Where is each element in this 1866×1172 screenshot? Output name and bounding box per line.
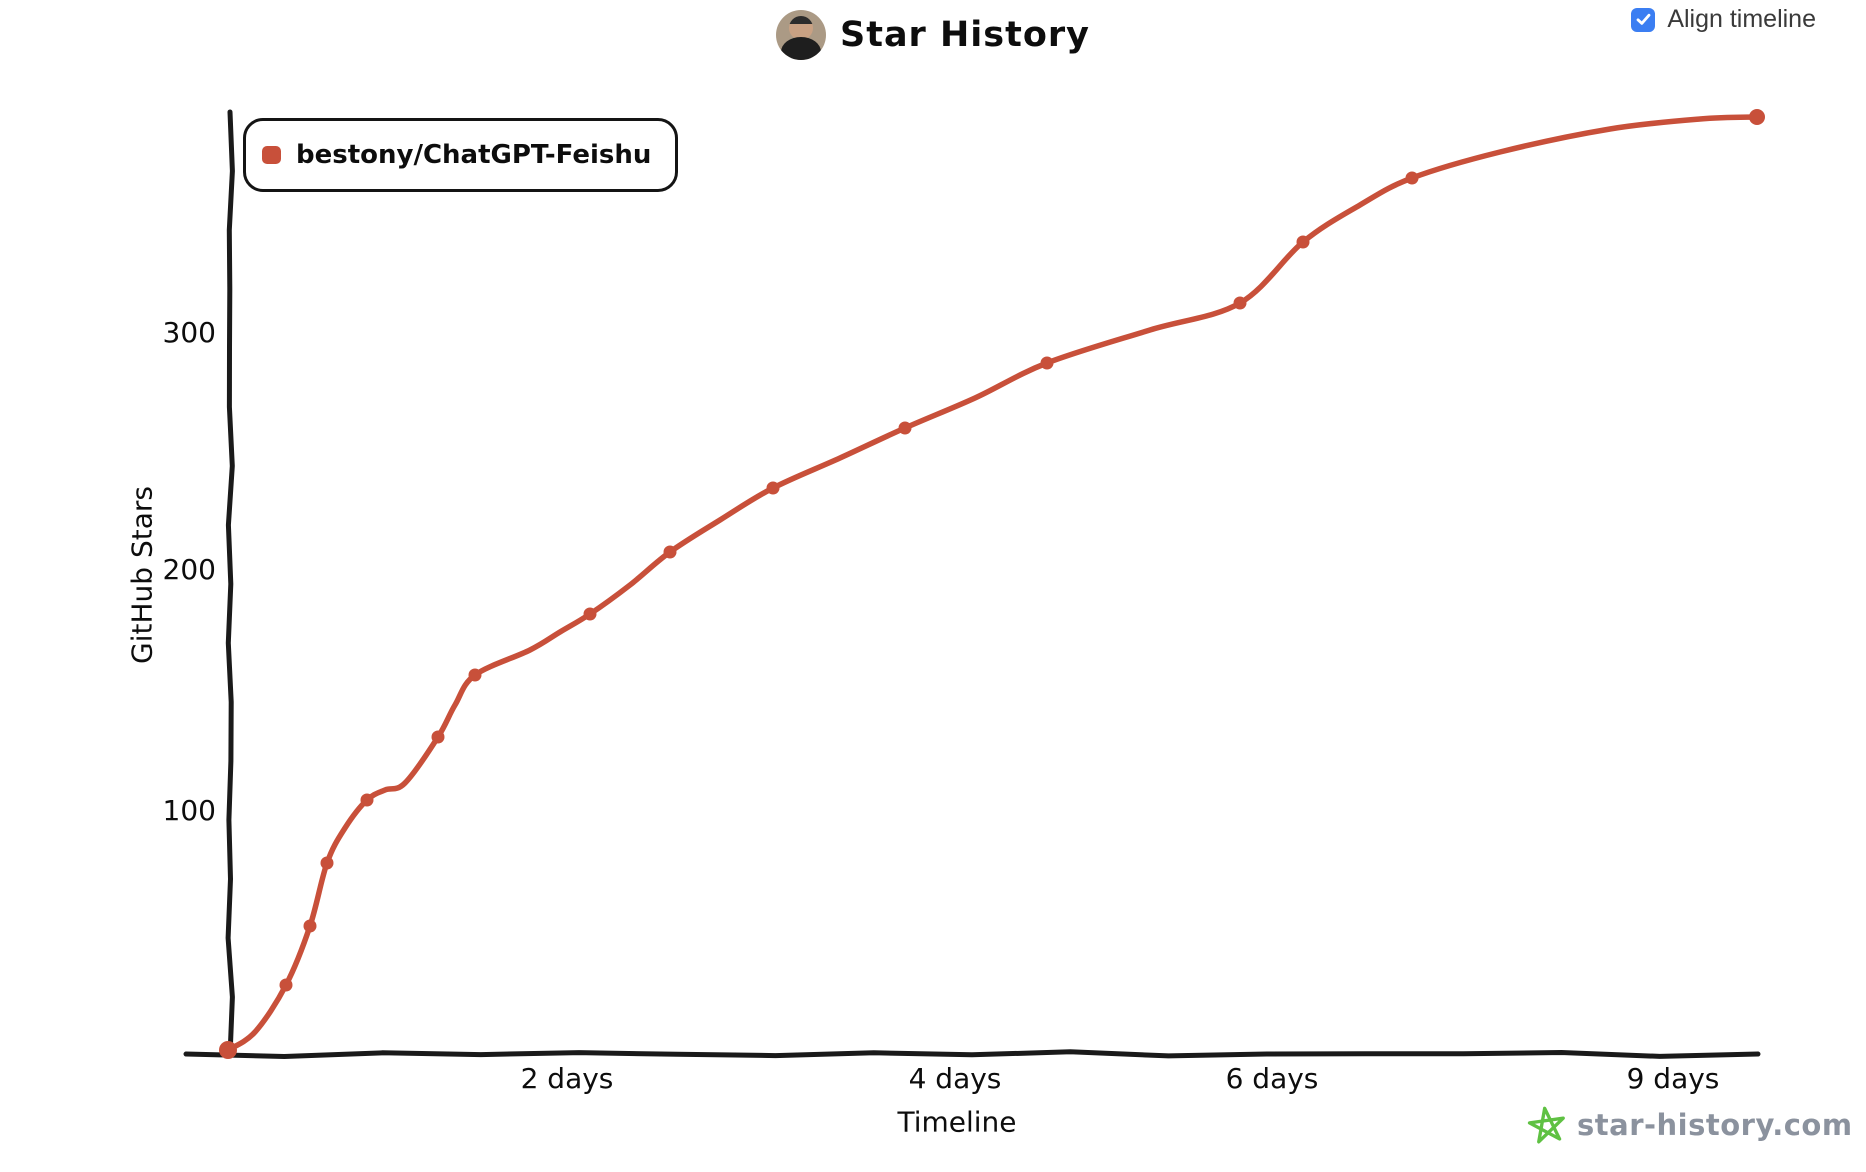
data-point[interactable] bbox=[1040, 356, 1054, 370]
data-point[interactable] bbox=[431, 730, 445, 744]
star-logo-icon bbox=[1527, 1106, 1565, 1144]
y-tick-label: 100 bbox=[162, 794, 216, 827]
data-point[interactable] bbox=[219, 1041, 237, 1059]
site-logo[interactable]: star-history.com bbox=[1526, 1104, 1853, 1146]
align-timeline-checkbox[interactable] bbox=[1631, 7, 1656, 32]
data-point[interactable] bbox=[1405, 171, 1419, 185]
avatar-head bbox=[789, 16, 813, 40]
align-timeline-control[interactable]: Align timeline bbox=[1631, 5, 1816, 34]
page-title: Star History bbox=[840, 15, 1090, 55]
data-point[interactable] bbox=[1749, 109, 1765, 125]
data-point[interactable] bbox=[663, 545, 677, 559]
x-axis-title: Timeline bbox=[897, 1105, 1017, 1139]
data-point[interactable] bbox=[898, 421, 912, 435]
data-point[interactable] bbox=[360, 793, 374, 807]
avatar bbox=[776, 10, 826, 60]
data-point[interactable] bbox=[583, 607, 597, 621]
align-timeline-label: Align timeline bbox=[1667, 5, 1816, 33]
data-point[interactable] bbox=[279, 978, 293, 992]
series-marker-icon bbox=[262, 146, 281, 164]
x-tick-label: 9 days bbox=[1626, 1062, 1720, 1095]
data-point[interactable] bbox=[1296, 235, 1310, 249]
site-name: star-history.com bbox=[1577, 1108, 1853, 1142]
x-tick-label: 2 days bbox=[520, 1062, 614, 1095]
series-line[interactable] bbox=[225, 114, 1760, 1053]
chart-header: Star History bbox=[0, 10, 1866, 60]
data-point[interactable] bbox=[766, 481, 780, 495]
data-point[interactable] bbox=[303, 919, 317, 933]
check-icon bbox=[1636, 13, 1651, 25]
x-tick-label: 4 days bbox=[908, 1062, 1002, 1095]
y-tick-label: 300 bbox=[162, 316, 216, 349]
data-point[interactable] bbox=[320, 856, 334, 870]
series-label: bestony/ChatGPT-Feishu bbox=[296, 140, 652, 170]
x-tick-label: 6 days bbox=[1225, 1062, 1319, 1095]
avatar-shirt bbox=[781, 37, 821, 60]
y-tick-label: 200 bbox=[162, 553, 216, 586]
data-point[interactable] bbox=[1233, 296, 1247, 310]
legend: bestony/ChatGPT-Feishu bbox=[243, 118, 679, 192]
x-axis-line bbox=[183, 1049, 1761, 1059]
y-axis-line bbox=[225, 109, 235, 1059]
data-point[interactable] bbox=[468, 668, 482, 682]
